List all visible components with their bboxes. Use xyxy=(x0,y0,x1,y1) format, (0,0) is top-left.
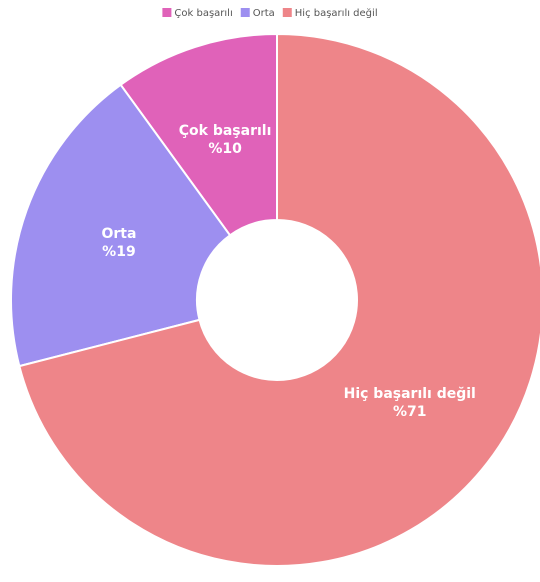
legend: Çok başarılı Orta Hiç başarılı değil xyxy=(162,7,378,19)
legend-label: Hiç başarılı değil xyxy=(295,7,378,19)
slice-value: %19 xyxy=(102,244,136,260)
legend-swatch xyxy=(162,8,172,17)
slice-value: %10 xyxy=(208,141,242,157)
legend-swatch xyxy=(240,8,250,17)
legend-swatch xyxy=(282,8,292,17)
slice xyxy=(10,83,232,368)
legend-label: Çok başarılı xyxy=(174,8,232,19)
slice xyxy=(119,32,278,237)
slice-label: Orta xyxy=(101,226,136,242)
slice xyxy=(18,32,540,567)
slice-label: Hiç başarılı değil xyxy=(344,386,476,402)
legend-label: Orta xyxy=(253,8,275,19)
slice-value: %71 xyxy=(393,404,427,420)
slice-label: Çok başarılı xyxy=(179,123,272,139)
